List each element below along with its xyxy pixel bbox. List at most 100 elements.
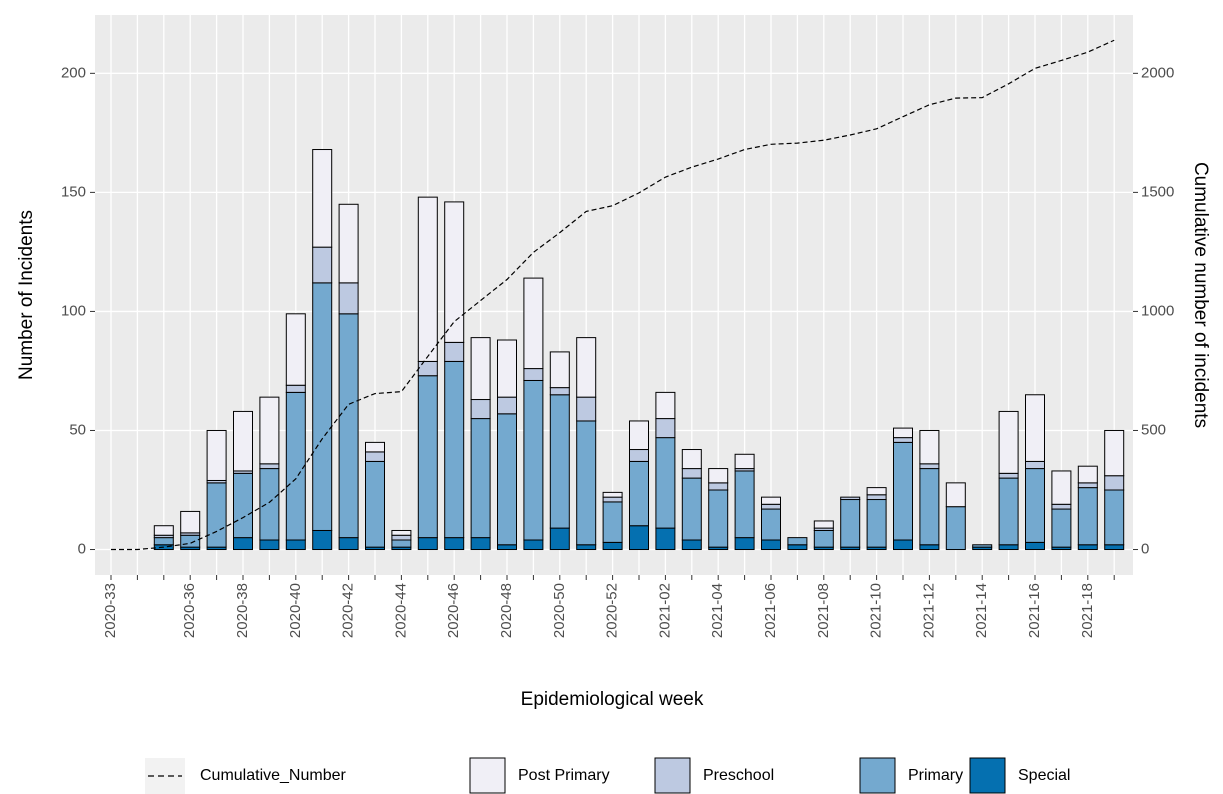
- x-tick-label: 2020-33: [102, 583, 119, 638]
- bar-segment: [497, 544, 517, 551]
- bar-segment: [549, 351, 570, 389]
- bar-segment: [391, 529, 412, 536]
- bar-segment: [153, 525, 174, 536]
- bar-segment: [417, 537, 438, 551]
- bar-segment: [1025, 541, 1045, 551]
- bar-segment: [338, 203, 359, 284]
- bar-segment: [206, 482, 227, 548]
- bar-segment: [919, 544, 940, 551]
- x-tick-label: 2020-50: [551, 583, 568, 638]
- bar-segment: [893, 437, 913, 443]
- x-tick-label: 2021-06: [762, 583, 779, 638]
- bar-segment: [523, 368, 544, 381]
- bar-segment: [602, 541, 623, 551]
- legend-key: [859, 757, 896, 794]
- bar-segment: [523, 277, 544, 370]
- bar-segment: [761, 496, 781, 505]
- y-tick-label: 100: [61, 302, 86, 319]
- bar-segment: [655, 527, 676, 551]
- bar-segment: [417, 196, 438, 362]
- bar-segment: [417, 360, 438, 377]
- bar-segment: [681, 539, 702, 551]
- bar-segment: [602, 501, 623, 543]
- bar-segment: [576, 544, 597, 551]
- x-tick-label: 2021-18: [1079, 583, 1096, 638]
- bar-segment: [259, 396, 280, 465]
- marks: [111, 39, 1125, 551]
- bar-segment: [1077, 465, 1098, 484]
- bar-segment: [365, 441, 385, 453]
- bar-segment: [602, 496, 623, 503]
- bar-segment: [893, 427, 913, 439]
- x-tick-label: 2021-16: [1026, 583, 1043, 638]
- legend-key: [969, 757, 1006, 794]
- bar-segment: [285, 539, 306, 551]
- bar-segment: [444, 537, 465, 551]
- bar-segment: [998, 472, 1019, 479]
- bar-segment: [549, 387, 570, 396]
- bar-segment: [1104, 489, 1125, 546]
- bar-segment: [919, 463, 940, 470]
- bar-segment: [972, 544, 993, 548]
- bar-segment: [761, 508, 781, 541]
- bar-segment: [1025, 460, 1045, 470]
- y-axis-title: Number of Incidents: [16, 210, 37, 380]
- x-tick-label: 2021-04: [709, 583, 726, 638]
- legend-label: Special: [1018, 767, 1070, 784]
- bar-segment: [233, 537, 253, 551]
- bar-segment: [576, 420, 597, 546]
- bar-segment: [312, 246, 333, 284]
- bar-segment: [681, 449, 702, 470]
- legend-key: [654, 757, 691, 794]
- bar-segment: [444, 201, 465, 343]
- bar-segment: [365, 460, 385, 548]
- x-axis-title: Epidemiological week: [521, 689, 704, 710]
- y2-tick-label: 2000: [1141, 64, 1174, 81]
- bar-segment: [708, 489, 729, 548]
- bar-segment: [549, 527, 570, 551]
- bar-segment: [1051, 503, 1072, 510]
- bar-segment: [629, 420, 649, 451]
- legend-key: [469, 757, 506, 794]
- bar-segment: [708, 468, 729, 484]
- bar-segment: [444, 360, 465, 539]
- bar-segment: [470, 337, 491, 401]
- bar-segment: [259, 463, 280, 470]
- bar-segment: [338, 313, 359, 539]
- bar-segment: [497, 413, 517, 546]
- bar-segment: [338, 282, 359, 315]
- bar-segment: [1025, 468, 1045, 543]
- y-tick-label: 150: [61, 183, 86, 200]
- bar-segment: [1077, 482, 1098, 489]
- bar-segment: [761, 503, 781, 510]
- x-tick-label: 2020-52: [604, 583, 621, 638]
- bar-segment: [734, 453, 755, 470]
- bar-segment: [629, 460, 649, 527]
- bar-segment: [840, 496, 861, 501]
- x-tick-label: 2020-46: [445, 583, 462, 638]
- bar-segment: [391, 539, 412, 548]
- x-tick-label: 2021-10: [868, 583, 885, 638]
- bar-segment: [866, 494, 887, 501]
- bar-segment: [1025, 394, 1045, 462]
- legend-label: Cumulative_Number: [200, 767, 347, 784]
- bar-segment: [602, 491, 623, 498]
- bar-segment: [761, 539, 781, 551]
- bar-segment: [470, 399, 491, 420]
- y-tick-label: 200: [61, 64, 86, 81]
- legend-label: Preschool: [703, 767, 774, 784]
- bar-segment: [708, 482, 729, 491]
- bar-segment: [180, 534, 201, 548]
- legend-label: Primary: [908, 767, 963, 784]
- y-tick-label: 0: [78, 540, 86, 557]
- x-tick-label: 2020-48: [498, 583, 515, 638]
- bar-segment: [1077, 544, 1098, 551]
- bar-segment: [787, 537, 808, 546]
- bar-segment: [998, 410, 1019, 474]
- x-tick-label: 2021-14: [973, 583, 990, 638]
- bar-segment: [866, 499, 887, 548]
- bar-segment: [1051, 508, 1072, 548]
- y2-tick-label: 500: [1141, 421, 1166, 438]
